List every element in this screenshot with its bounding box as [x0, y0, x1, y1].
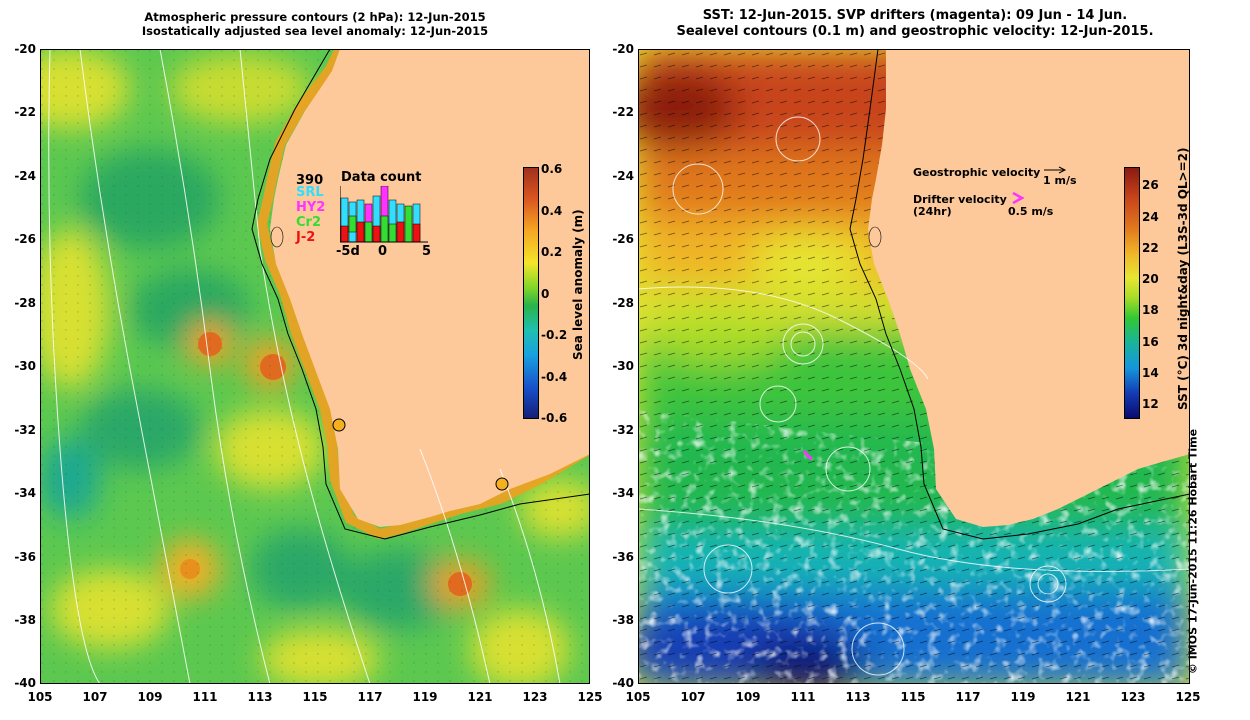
- left-title-line1: Atmospheric pressure contours (2 hPa): 1…: [144, 10, 486, 24]
- data-count-bars: [340, 186, 428, 243]
- right-colorbar-label: SST (°C) 3d night&day (L3S-3d QL>=2): [1176, 147, 1190, 411]
- lat-tick: -26: [14, 232, 36, 246]
- legend-j2: J-2: [296, 230, 316, 245]
- lon-tick: 121: [467, 690, 493, 704]
- left-cb-tick: 0.4: [541, 204, 563, 218]
- lon-tick: 115: [302, 690, 328, 704]
- right-cb-tick: 26: [1142, 178, 1159, 192]
- geostrophic-velocity-label: Geostrophic velocity: [913, 166, 1041, 179]
- left-cb-tick: 0.6: [541, 162, 563, 176]
- lon-tick: 123: [522, 690, 548, 704]
- lon-tick: 107: [82, 690, 108, 704]
- left-title-line2: Isostatically adjusted sea level anomaly…: [141, 24, 489, 38]
- left-map-title: Atmospheric pressure contours (2 hPa): 1…: [40, 10, 590, 38]
- lon-tick: 119: [1010, 690, 1036, 704]
- lon-tick: 125: [1175, 690, 1201, 704]
- lat-tick: -36: [612, 550, 634, 564]
- lat-tick: -30: [14, 359, 36, 373]
- lon-tick: 121: [1065, 690, 1091, 704]
- lat-tick: -24: [14, 169, 36, 183]
- left-sea-level-map: [40, 49, 590, 684]
- lat-tick: -28: [14, 296, 36, 310]
- lat-tick: -38: [612, 613, 634, 627]
- left-cb-tick: -0.4: [541, 370, 568, 384]
- lon-tick: 113: [247, 690, 273, 704]
- lat-tick: -26: [612, 232, 634, 246]
- lat-tick: -40: [14, 676, 36, 690]
- drifter-velocity-label: Drifter velocity: [913, 193, 1007, 206]
- right-title-line2: Sealevel contours (0.1 m) and geostrophi…: [676, 24, 1154, 39]
- drifter-sub-label: (24hr): [913, 205, 952, 218]
- lon-tick: 117: [357, 690, 383, 704]
- legend-srl: SRL: [296, 185, 324, 200]
- lat-tick: -38: [14, 613, 36, 627]
- data-count-title: Data count: [341, 170, 422, 185]
- right-sst-map: [638, 49, 1190, 684]
- lat-tick: -22: [14, 105, 36, 119]
- right-cb-tick: 22: [1142, 241, 1159, 255]
- lon-tick: 125: [577, 690, 603, 704]
- lon-tick: 107: [680, 690, 706, 704]
- lon-tick: 105: [625, 690, 651, 704]
- lat-tick: -28: [612, 296, 634, 310]
- lat-tick: -34: [612, 486, 634, 500]
- inset-x-tick-end: 5: [422, 244, 432, 259]
- right-cb-tick: 24: [1142, 210, 1159, 224]
- lat-tick: -20: [612, 42, 634, 56]
- left-cb-tick: -0.6: [541, 411, 568, 425]
- legend-cr2: Cr2: [296, 215, 321, 230]
- lon-tick: 113: [845, 690, 871, 704]
- lat-tick: -36: [14, 550, 36, 564]
- right-cb-tick: 18: [1142, 303, 1159, 317]
- inset-x-tick-zero: 0: [378, 244, 388, 259]
- lat-tick: -32: [612, 423, 634, 437]
- geostrophic-arrow-icon: [1044, 166, 1067, 174]
- lat-tick: -24: [612, 169, 634, 183]
- right-title-line1: SST: 12-Jun-2015. SVP drifters (magenta)…: [702, 8, 1128, 23]
- left-cb-tick: 0: [541, 287, 550, 301]
- lon-tick: 111: [790, 690, 816, 704]
- data-count-number: 390: [296, 173, 324, 188]
- left-cb-tick: -0.2: [541, 328, 568, 342]
- lon-tick: 123: [1120, 690, 1146, 704]
- left-cb-tick: 0.2: [541, 245, 563, 259]
- lon-tick: 109: [735, 690, 761, 704]
- legend-hy2: HY2: [296, 200, 326, 215]
- right-colorbar: [1124, 167, 1140, 419]
- inset-x-tick-start: -5d: [336, 244, 360, 259]
- lon-tick: 109: [137, 690, 163, 704]
- lat-tick: -30: [612, 359, 634, 373]
- drifter-arrow-icon: [1012, 192, 1024, 204]
- lat-tick: -20: [14, 42, 36, 56]
- lon-tick: 117: [955, 690, 981, 704]
- right-cb-tick: 20: [1142, 272, 1159, 286]
- lon-tick: 105: [27, 690, 53, 704]
- right-cb-tick: 16: [1142, 335, 1159, 349]
- drifter-scale: 0.5 m/s: [1008, 205, 1054, 218]
- right-map-title: SST: 12-Jun-2015. SVP drifters (magenta)…: [640, 8, 1190, 40]
- copyright-text: © IMOS 17-Jun-2015 11:26 Hobart Time: [1186, 428, 1200, 675]
- lat-tick: -32: [14, 423, 36, 437]
- left-colorbar: [523, 167, 539, 419]
- right-cb-tick: 14: [1142, 366, 1159, 380]
- lon-tick: 119: [412, 690, 438, 704]
- geostrophic-scale: 1 m/s: [1043, 174, 1077, 187]
- left-colorbar-label: Sea level anomaly (m): [571, 209, 585, 360]
- lon-tick: 115: [900, 690, 926, 704]
- right-cb-tick: 12: [1142, 397, 1159, 411]
- lat-tick: -22: [612, 105, 634, 119]
- lon-tick: 111: [192, 690, 218, 704]
- lat-tick: -40: [612, 676, 634, 690]
- lat-tick: -34: [14, 486, 36, 500]
